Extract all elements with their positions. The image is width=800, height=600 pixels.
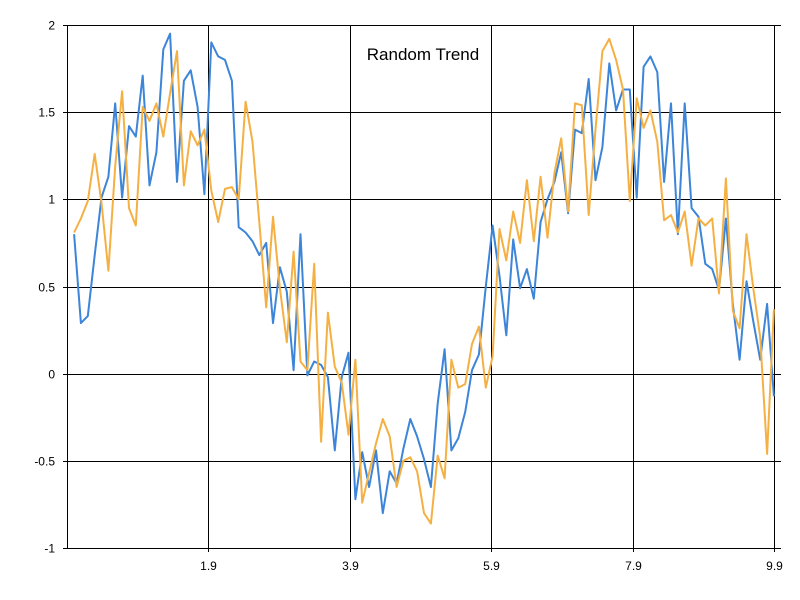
axes xyxy=(63,25,781,552)
y-tick-label: 0.5 xyxy=(38,281,55,295)
chart-title: Random Trend xyxy=(367,45,479,64)
y-tick-label: 0 xyxy=(48,368,55,382)
series-line-1 xyxy=(73,32,775,515)
y-tick-label: -1 xyxy=(44,542,55,556)
x-tick-label: 7.9 xyxy=(625,559,642,573)
grid xyxy=(67,25,781,549)
tick-labels: -1 -0.5 0 0.5 1 1.5 2 1.9 3.9 5.9 7.9 9.9 xyxy=(34,19,783,574)
x-tick-label: 9.9 xyxy=(766,559,783,573)
y-tick-label: 1.5 xyxy=(38,106,55,120)
x-tick-label: 3.9 xyxy=(342,559,359,573)
y-tick-label: 1 xyxy=(48,193,55,207)
x-tick-label: 5.9 xyxy=(483,559,500,573)
y-tick-label: -0.5 xyxy=(34,455,55,469)
y-tick-label: 2 xyxy=(48,19,55,33)
series-line-2 xyxy=(73,37,775,525)
series-layer xyxy=(73,32,775,525)
x-tick-label: 1.9 xyxy=(200,559,217,573)
